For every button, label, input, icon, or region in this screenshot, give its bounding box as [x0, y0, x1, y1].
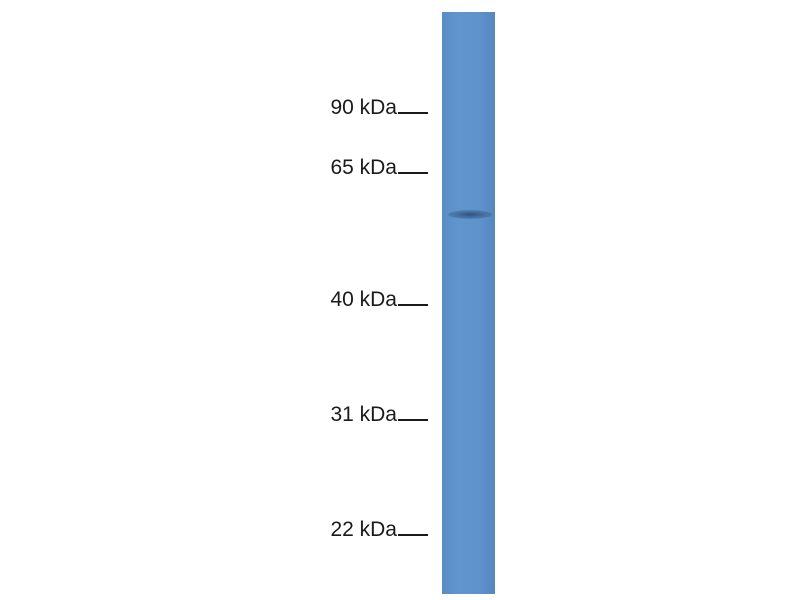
marker-40: 40 kDa — [330, 286, 428, 312]
marker-label: 90 kDa — [330, 96, 397, 119]
marker-65: 65 kDa — [330, 154, 428, 180]
marker-tick — [398, 401, 428, 421]
marker-tick — [398, 94, 428, 114]
marker-tick — [398, 516, 428, 536]
sample-lane — [442, 12, 495, 594]
marker-label: 40 kDa — [330, 288, 397, 311]
marker-90: 90 kDa — [330, 94, 428, 120]
marker-31: 31 kDa — [330, 401, 428, 427]
marker-label: 22 kDa — [330, 518, 397, 541]
marker-label: 31 kDa — [330, 403, 397, 426]
marker-22: 22 kDa — [330, 516, 428, 542]
marker-tick — [398, 154, 428, 174]
marker-label: 65 kDa — [330, 156, 397, 179]
protein-band — [448, 210, 492, 219]
marker-tick — [398, 286, 428, 306]
